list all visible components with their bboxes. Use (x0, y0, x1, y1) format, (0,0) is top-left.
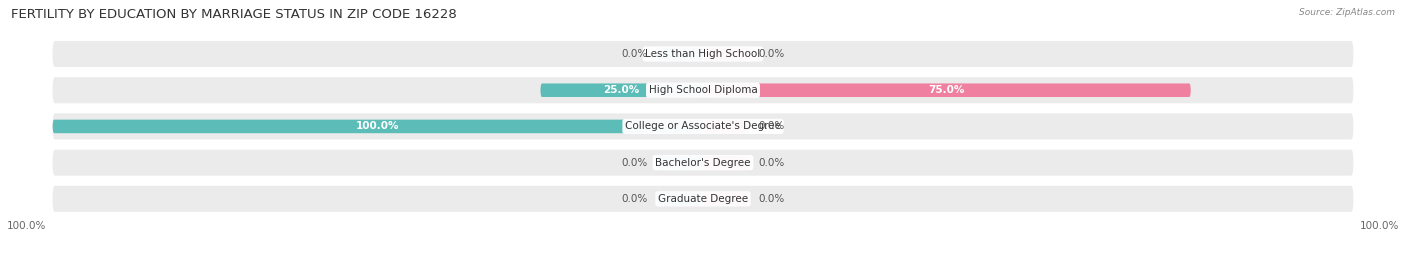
Text: 0.0%: 0.0% (758, 194, 785, 204)
Text: 100.0%: 100.0% (1360, 221, 1399, 231)
Text: Graduate Degree: Graduate Degree (658, 194, 748, 204)
Text: 0.0%: 0.0% (621, 194, 648, 204)
FancyBboxPatch shape (52, 114, 1354, 139)
Text: 100.0%: 100.0% (7, 221, 46, 231)
Text: Bachelor's Degree: Bachelor's Degree (655, 158, 751, 168)
Text: College or Associate's Degree: College or Associate's Degree (626, 121, 780, 132)
Text: Less than High School: Less than High School (645, 49, 761, 59)
FancyBboxPatch shape (703, 192, 748, 206)
FancyBboxPatch shape (658, 47, 703, 61)
Text: Source: ZipAtlas.com: Source: ZipAtlas.com (1299, 8, 1395, 17)
Text: 25.0%: 25.0% (603, 85, 640, 95)
FancyBboxPatch shape (703, 156, 748, 169)
Text: 0.0%: 0.0% (621, 158, 648, 168)
Text: 0.0%: 0.0% (621, 49, 648, 59)
FancyBboxPatch shape (52, 41, 1354, 67)
Text: FERTILITY BY EDUCATION BY MARRIAGE STATUS IN ZIP CODE 16228: FERTILITY BY EDUCATION BY MARRIAGE STATU… (11, 8, 457, 21)
Text: 0.0%: 0.0% (758, 121, 785, 132)
Text: 100.0%: 100.0% (356, 121, 399, 132)
FancyBboxPatch shape (540, 83, 703, 97)
FancyBboxPatch shape (52, 120, 703, 133)
FancyBboxPatch shape (658, 156, 703, 169)
FancyBboxPatch shape (703, 120, 748, 133)
Text: 75.0%: 75.0% (929, 85, 965, 95)
FancyBboxPatch shape (52, 186, 1354, 212)
FancyBboxPatch shape (703, 47, 748, 61)
FancyBboxPatch shape (52, 150, 1354, 176)
Text: 0.0%: 0.0% (758, 49, 785, 59)
Text: 0.0%: 0.0% (758, 158, 785, 168)
Text: High School Diploma: High School Diploma (648, 85, 758, 95)
FancyBboxPatch shape (52, 77, 1354, 103)
FancyBboxPatch shape (703, 83, 1191, 97)
FancyBboxPatch shape (658, 192, 703, 206)
